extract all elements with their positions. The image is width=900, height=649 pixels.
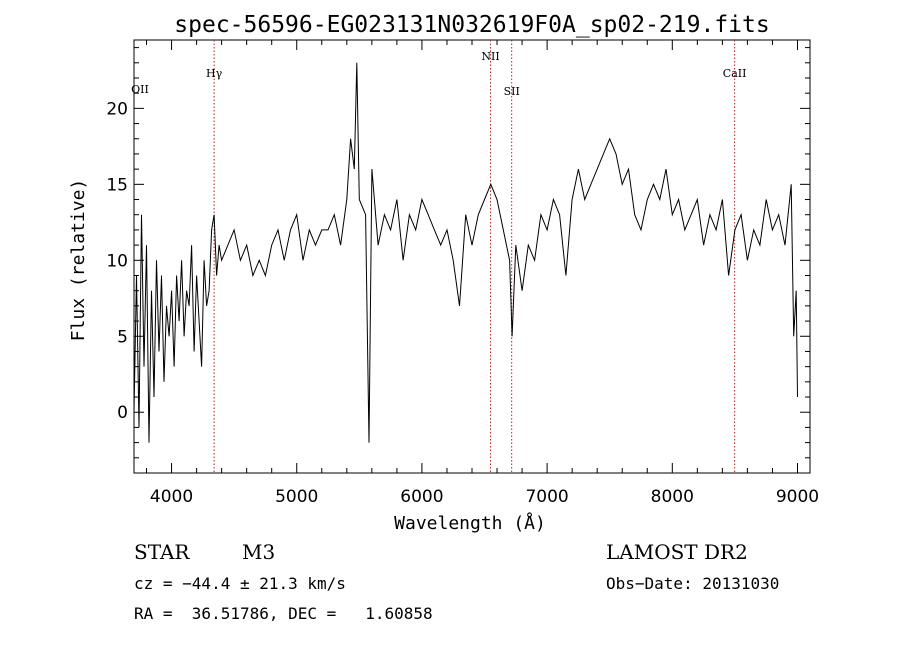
x-tick-label: 7000 [525, 487, 568, 507]
plot-frame [133, 39, 811, 474]
y-axis-ticks [134, 47, 810, 459]
obs-date: Obs−Date: 20131030 [606, 574, 780, 593]
survey-name: LAMOST DR2 [606, 540, 748, 564]
spectral-line-label: Hγ [206, 67, 223, 80]
y-axis-label: Flux (relative) [68, 179, 89, 342]
redshift-cz: cz = −44.4 ± 21.3 km/s [134, 574, 346, 593]
y-tick-label: 0 [117, 403, 128, 423]
spectral-line-label: SII [504, 85, 520, 98]
spectral-line-markers [213, 40, 736, 473]
object-type: STAR [134, 540, 190, 564]
y-tick-label: 15 [106, 175, 128, 195]
x-tick-label: 5000 [275, 487, 318, 507]
chart-title: spec-56596-EG023131N032619F0A_sp02-219.f… [174, 12, 769, 38]
x-tick-label: 8000 [651, 487, 694, 507]
y-tick-label: 20 [106, 99, 128, 119]
y-tick-label: 5 [117, 327, 128, 347]
x-tick-label: 4000 [150, 487, 193, 507]
spectral-line-label: NII [481, 50, 499, 63]
x-axis-ticks [146, 40, 798, 473]
y-tick-label: 10 [106, 251, 128, 271]
x-tick-label: 9000 [776, 487, 819, 507]
x-axis-label: Wavelength (Å) [394, 512, 546, 534]
spectrum-line [133, 62, 798, 443]
spectral-line-label: CaII [723, 67, 747, 80]
x-tick-label: 6000 [400, 487, 443, 507]
axis-tick-labels: 4000 5000 6000 7000 8000 9000 0 5 10 15 20 [106, 99, 819, 507]
spectral-line-labels: OII Hγ NII SII CaII [131, 50, 746, 98]
subclass: M3 [242, 540, 276, 564]
spectral-line-label: OII [131, 83, 149, 96]
coordinates: RA = 36.51786, DEC = 1.60858 [134, 604, 433, 623]
